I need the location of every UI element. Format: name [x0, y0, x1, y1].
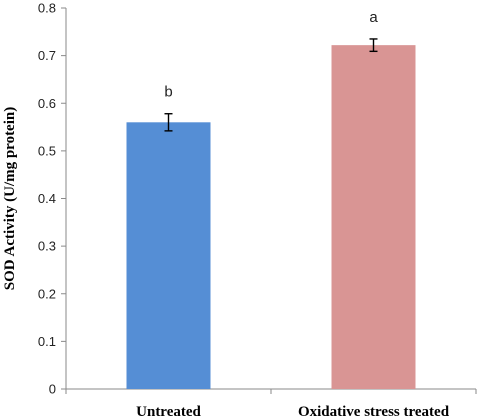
significance-label-2: a [369, 9, 378, 26]
y-axis: 0 0.1 0.2 0.3 0.4 0.5 0.6 0.7 0.8 [38, 1, 67, 397]
y-tick-label: 0.8 [38, 1, 56, 16]
significance-labels: ba [164, 9, 378, 101]
bar-2 [331, 45, 416, 390]
y-tick-label: 0.5 [38, 143, 56, 158]
error-bar-2 [369, 38, 378, 53]
y-tick-label: 0 [49, 382, 56, 397]
y-ticks: 0 0.1 0.2 0.3 0.4 0.5 0.6 0.7 0.8 [38, 1, 66, 397]
bar-1 [126, 122, 211, 390]
y-axis-title: SOD Activity (U/mg protein) [2, 107, 18, 290]
category-label-2: Oxidative stress treated [298, 404, 450, 419]
category-label-1: Untreated [136, 404, 201, 419]
y-tick-label: 0.6 [38, 96, 56, 111]
x-axis [65, 388, 477, 394]
error-bars [164, 38, 378, 132]
x-ticks [65, 389, 477, 394]
bars [126, 45, 416, 390]
y-tick-label: 0.3 [38, 239, 56, 254]
category-labels: Untreated Oxidative stress treated [136, 404, 450, 419]
error-bar-1 [164, 113, 173, 132]
y-tick-label: 0.7 [38, 48, 56, 63]
y-tick-label: 0.4 [38, 191, 56, 206]
significance-label-1: b [164, 84, 172, 101]
y-tick-label: 0.2 [38, 286, 56, 301]
y-tick-label: 0.1 [38, 334, 56, 349]
